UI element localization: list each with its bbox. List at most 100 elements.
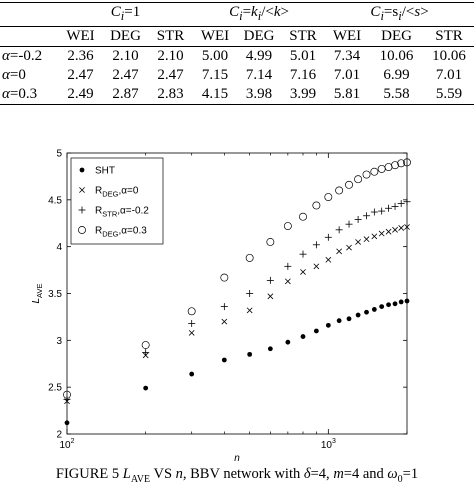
data-point-sht [355, 312, 361, 318]
column-header: WEI [193, 26, 238, 47]
data-point-rdeg-alpha0 [267, 293, 274, 300]
group-header-ci-k: Ci=ki/<k> [193, 2, 326, 27]
data-point-rstr-alpha-02 [63, 395, 71, 403]
data-point-rstr-alpha-02 [378, 207, 386, 215]
row-label: α=0 [2, 67, 26, 83]
data-point-rdeg-alpha0 [284, 278, 291, 285]
data-point-sht [364, 309, 369, 315]
table-cell: 7.01 [333, 67, 361, 83]
data-point-rdeg-alpha0 [325, 256, 332, 263]
data-point-rdeg-alpha0 [404, 224, 410, 230]
legend-marker [79, 167, 85, 173]
data-point-sht [392, 301, 398, 307]
table-row: α=-0.2 2.36 2.10 2.10 5.00 4.99 5.01 7.34 10.06… [0, 47, 474, 67]
column-header: STR [148, 26, 194, 47]
data-point-rdeg-alpha0 [355, 239, 361, 245]
data-point-rdeg-alpha03 [283, 222, 292, 231]
data-point-rdeg-alpha0 [246, 307, 253, 314]
data-point-sht [300, 334, 306, 339]
y-tick-label: 4 [56, 242, 62, 253]
table-cell: 5.01 [289, 48, 317, 64]
y-tick-label: 5 [56, 149, 62, 160]
x-tick-label: 103 [321, 438, 336, 451]
table-cell: 7.15 [201, 67, 229, 83]
legend-marker [78, 226, 86, 234]
data-point-rstr-alpha-02 [246, 290, 254, 297]
data-point-rstr-alpha-02 [312, 241, 320, 249]
data-point-rstr-alpha-02 [266, 276, 274, 284]
table-cell: 5.58 [369, 85, 425, 105]
legend-label: SHT [95, 166, 115, 177]
table-row: α=0.3 2.49 2.87 2.83 4.15 3.98 3.99 5.81 5.58 5.… [0, 85, 474, 105]
row-label: α=0.3 [0, 85, 58, 105]
data-point-rdeg-alpha0 [336, 248, 343, 255]
table-cell: 2.47 [157, 67, 184, 83]
data-point-sht [285, 339, 291, 345]
table-cell: 2.10 [157, 48, 184, 64]
data-point-rdeg-alpha0 [378, 230, 385, 237]
data-point-rdeg-alpha03 [403, 158, 411, 167]
table-cell: 7.16 [289, 67, 317, 83]
y-tick-label: 3.5 [48, 289, 62, 300]
data-point-rstr-alpha-02 [391, 202, 399, 210]
data-point-sht [189, 371, 195, 377]
column-header: WEI [325, 26, 370, 47]
data-point-rstr-alpha-02 [345, 220, 353, 228]
legend-box [70, 157, 164, 245]
data-point-rdeg-alpha03 [266, 238, 275, 246]
table-cell: 6.99 [383, 67, 410, 83]
corner-cell [0, 26, 58, 47]
data-point-sht [398, 299, 404, 305]
data-point-rdeg-alpha03 [345, 180, 353, 189]
data-point-rdeg-alpha0 [346, 244, 352, 251]
data-point-rdeg-alpha0 [392, 226, 398, 233]
table-cell: 10.06 [432, 48, 466, 64]
table-cell: 2.83 [148, 85, 194, 105]
column-header: DEG [369, 26, 425, 47]
data-point-rstr-alpha-02 [403, 198, 411, 206]
data-point-rstr-alpha-02 [354, 216, 362, 224]
column-header: STR [424, 26, 474, 47]
data-point-sht [64, 420, 70, 426]
table-cell: 5.00 [201, 48, 229, 64]
data-point-rstr-alpha-02 [397, 200, 405, 208]
data-point-rstr-alpha-02 [370, 208, 378, 216]
legend-label: RSTR,α=-0.2 [95, 206, 149, 219]
data-point-rdeg-alpha0 [398, 225, 405, 231]
data-point-rdeg-alpha03 [187, 307, 196, 316]
table-cell: 4.15 [193, 85, 238, 105]
data-point-sht [143, 385, 149, 391]
data-point-rstr-alpha-02 [363, 212, 371, 220]
data-point-sht [379, 304, 385, 310]
data-point-rdeg-alpha03 [362, 170, 371, 179]
results-table: Ci=1 Ci=ki/<k> Ci=si/<s> WEI DEG STR WEI DEG… [0, 2, 474, 105]
column-header: STR [281, 26, 326, 47]
data-point-rdeg-alpha03 [245, 253, 254, 262]
legend-label: RDEG,α=0 [95, 186, 139, 199]
data-point-rdeg-alpha0 [363, 236, 370, 243]
table-cell: 2.10 [112, 48, 139, 64]
data-point-rdeg-alpha03 [312, 201, 321, 210]
data-point-rdeg-alpha03 [397, 159, 406, 168]
group-header-ci-1: Ci=1 [58, 2, 194, 27]
table-cell: 3.99 [281, 85, 326, 105]
data-point-sht [247, 351, 253, 357]
y-tick-label: 3 [56, 336, 62, 347]
data-point-rdeg-alpha03 [220, 273, 229, 282]
table-cell: 10.06 [379, 48, 414, 64]
table-cell: 2.47 [112, 67, 139, 83]
data-point-rdeg-alpha0 [385, 228, 392, 235]
data-point-sht [336, 318, 342, 324]
data-point-rdeg-alpha0 [221, 318, 228, 325]
x-axis-label: n [234, 453, 240, 464]
table-cell: 7.01 [435, 67, 463, 83]
data-point-rdeg-alpha0 [371, 233, 378, 240]
figure-caption: FIGURE 5 LAVE VS n, BBV network with δ=4… [55, 466, 419, 485]
group-header-ci-s: Ci=si/<s> [325, 2, 474, 27]
table-row: α=0 2.47 2.47 2.47 7.15 7.14 7.16 7.01 6.99 7.01 [0, 66, 474, 85]
data-point-rdeg-alpha03 [141, 341, 150, 349]
data-point-rdeg-alpha03 [384, 163, 393, 171]
data-point-sht [221, 357, 227, 363]
data-point-rdeg-alpha03 [335, 186, 344, 195]
data-point-rdeg-alpha03 [324, 193, 333, 201]
